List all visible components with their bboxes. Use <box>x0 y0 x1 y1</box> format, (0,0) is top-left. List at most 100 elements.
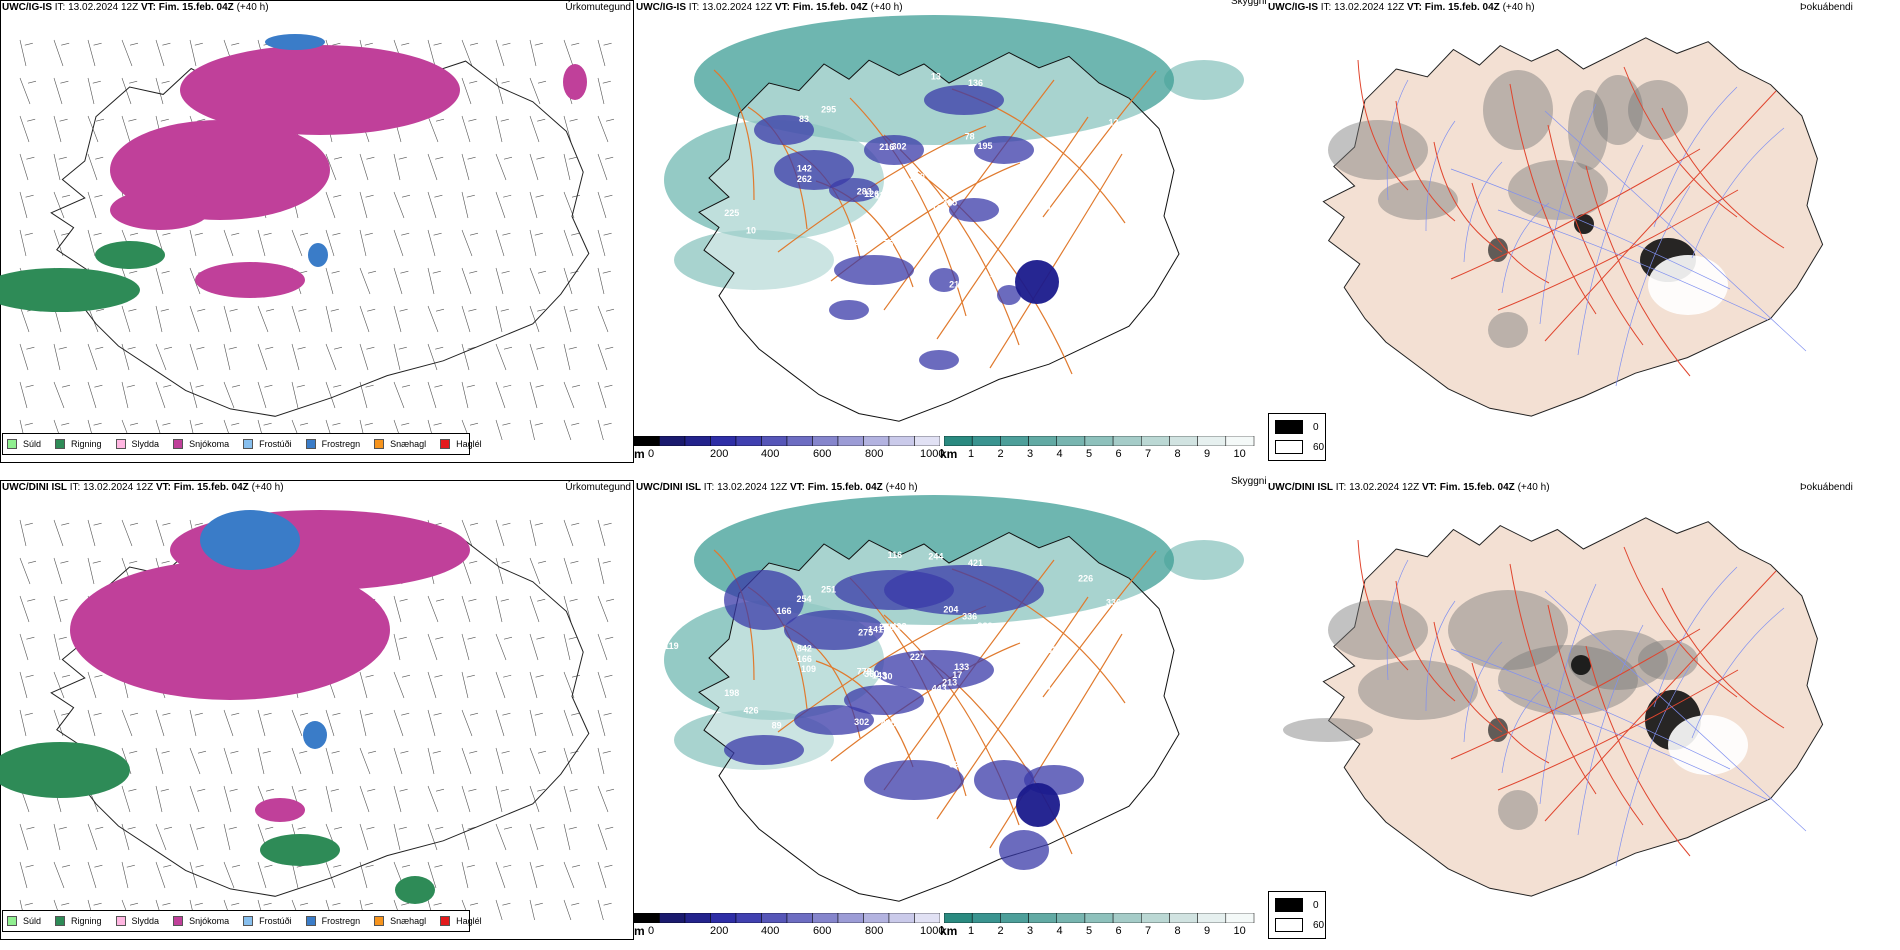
wind-barb <box>155 747 170 775</box>
it-value: 13.02.2024 12Z <box>702 2 773 13</box>
wind-barb <box>597 39 612 67</box>
colorbar-swatch <box>1141 436 1170 446</box>
snow-area <box>255 798 305 822</box>
wind-barb <box>563 709 580 737</box>
wind-barb <box>155 381 172 409</box>
road <box>989 153 1123 369</box>
colorbar-swatch <box>710 913 737 923</box>
colorbar-swatch <box>735 436 762 446</box>
ceiling-label: 347 <box>1124 624 1139 634</box>
snow-area <box>180 45 460 135</box>
colorbar-swatch <box>761 913 788 923</box>
legend-swatch <box>115 439 126 449</box>
wind-barb <box>597 785 615 813</box>
road <box>1497 669 1739 791</box>
low-cloud-area <box>834 255 914 285</box>
wind-barb <box>19 633 35 661</box>
wind-barb <box>563 419 580 440</box>
wind-barb <box>529 39 543 67</box>
wind-barb <box>87 557 101 585</box>
lead-time: (+40 h) <box>251 482 284 493</box>
wind-barb <box>291 747 308 775</box>
road <box>1433 621 1503 733</box>
rain-area <box>0 742 130 798</box>
ceiling-label: 83 <box>799 114 809 124</box>
wind-barb <box>427 305 445 333</box>
wind-barb <box>359 153 375 181</box>
precip-legend-item: Snjókoma <box>173 916 229 926</box>
wind-barb <box>393 595 408 623</box>
wind-barb <box>359 191 374 219</box>
wind-barb <box>393 305 408 333</box>
coastline <box>1322 517 1824 897</box>
wind-barb <box>87 39 102 67</box>
wind-barb <box>53 861 71 889</box>
wind-barb <box>563 785 578 813</box>
wind-barb <box>121 519 139 547</box>
low-cloud-area <box>924 85 1004 115</box>
colorbar-swatch <box>971 913 1001 923</box>
vt-label: VT: <box>1406 2 1422 13</box>
colorbar-swatch <box>914 913 940 923</box>
wind-barb <box>529 77 547 105</box>
colorbar-tick: 7 <box>1145 925 1152 937</box>
wind-barb <box>461 709 479 737</box>
wind-barb <box>121 381 135 409</box>
wind-barb <box>393 153 407 181</box>
colorbar-unit: km <box>940 447 958 461</box>
it-label: IT: <box>703 482 715 493</box>
wind-barb <box>53 671 71 699</box>
it-value: 13.02.2024 12Z <box>1334 2 1405 13</box>
legend-swatch <box>55 916 66 926</box>
wind-barb <box>427 39 442 67</box>
wind-barb <box>155 305 169 333</box>
wind-barb <box>87 77 101 105</box>
precip-legend-item: Frostregn <box>305 916 360 926</box>
road <box>747 106 808 230</box>
wind-barb <box>427 267 441 295</box>
low-cloud-area <box>1015 260 1059 304</box>
colorbar-swatch <box>684 913 711 923</box>
legend-swatch <box>55 439 66 449</box>
colorbar-tick: 4 <box>1056 448 1063 460</box>
colorbar-tick: 10 <box>1233 925 1246 937</box>
low-cloud-area <box>829 178 879 202</box>
low-visibility-area <box>1164 540 1244 580</box>
legend-swatch <box>440 439 451 449</box>
wind-barb <box>597 709 612 737</box>
ceiling-label: 213 <box>1035 681 1050 691</box>
wind-barb <box>461 381 475 409</box>
panel-variable-label: Þokuábendi <box>1800 2 1853 13</box>
ceiling-label: 426 <box>743 706 758 716</box>
wind-barb <box>223 785 238 813</box>
colorbar-tick: 600 <box>813 925 832 937</box>
model-name: UWC/IG-IS <box>636 2 686 13</box>
wind-barb <box>359 785 376 813</box>
panel-title: UWC/DINI ISL IT: 13.02.2024 12Z VT: Fim.… <box>636 482 918 493</box>
wind-barb <box>461 557 478 585</box>
frostregn-area <box>200 510 300 570</box>
road <box>1547 124 1644 346</box>
lead-time: (+40 h) <box>885 482 918 493</box>
river <box>1450 168 1731 290</box>
river <box>1501 202 1550 294</box>
colorbar-swatches <box>944 436 1255 446</box>
ceiling-label: 262 <box>797 174 812 184</box>
wind-barb <box>223 747 239 775</box>
low-visibility-area <box>1164 60 1244 100</box>
low-cloud-area <box>864 135 924 165</box>
wind-barb <box>257 229 272 257</box>
frostregn-area <box>303 721 327 749</box>
low-cloud-area <box>949 198 999 222</box>
wind-barb <box>597 557 611 585</box>
wind-barb <box>155 267 170 295</box>
ceiling-label: 729 <box>990 749 1005 759</box>
fog-legend-item: 60 <box>1275 918 1324 932</box>
panel-variable-label: Skyggni <box>1231 476 1267 487</box>
legend-label: Rigning <box>71 916 102 926</box>
panel-title: UWC/DINI ISL IT: 13.02.2024 12Z VT: Fim.… <box>1268 482 1550 493</box>
wind-barb <box>495 557 510 585</box>
colorbar-swatch <box>1028 913 1057 923</box>
wind-barb <box>529 595 546 623</box>
wind-barb <box>529 633 545 661</box>
